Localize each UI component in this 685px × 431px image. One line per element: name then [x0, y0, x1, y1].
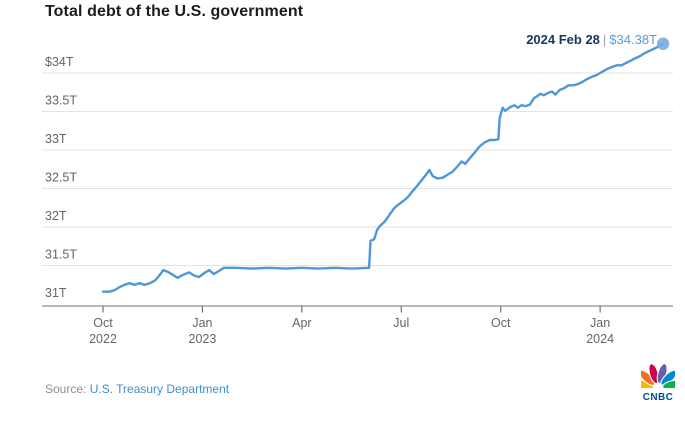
logo-text: CNBC	[642, 392, 674, 403]
endpoint-annotation: 2024 Feb 28 | $34.38T	[526, 32, 657, 47]
y-tick-label: 33.5T	[45, 94, 77, 108]
source-line: Source: U.S. Treasury Department	[45, 382, 229, 396]
x-tick-label: Jan	[192, 316, 212, 330]
y-tick-label: $34T	[45, 55, 74, 69]
y-tick-label: 31.5T	[45, 248, 77, 262]
annotation-date: 2024 Feb 28	[526, 32, 600, 47]
x-tick-year-label: 2023	[189, 332, 217, 346]
x-tick-label: Apr	[292, 316, 311, 330]
y-tick-label: 32.5T	[45, 171, 77, 185]
cnbc-logo: CNBC	[632, 362, 684, 403]
x-tick-year-label: 2024	[586, 332, 614, 346]
x-tick-year-label: 2022	[89, 332, 117, 346]
debt-line	[101, 42, 665, 293]
source-prefix: Source:	[45, 382, 87, 396]
source-link[interactable]: U.S. Treasury Department	[89, 382, 230, 396]
peacock-icon	[632, 363, 684, 391]
x-tick-label: Oct	[491, 316, 511, 330]
annotation-value: $34.38T	[609, 32, 657, 47]
x-tick-label: Jan	[590, 316, 610, 330]
y-tick-label: 31T	[45, 286, 67, 300]
page-title: Total debt of the U.S. government	[45, 3, 304, 20]
y-tick-label: 33T	[45, 132, 67, 146]
x-tick-label: Jul	[393, 316, 409, 330]
annotation-separator: |	[602, 32, 607, 47]
endpoint-marker	[656, 37, 670, 50]
x-tick-label: Oct	[93, 316, 113, 330]
y-tick-label: 32T	[45, 209, 67, 223]
